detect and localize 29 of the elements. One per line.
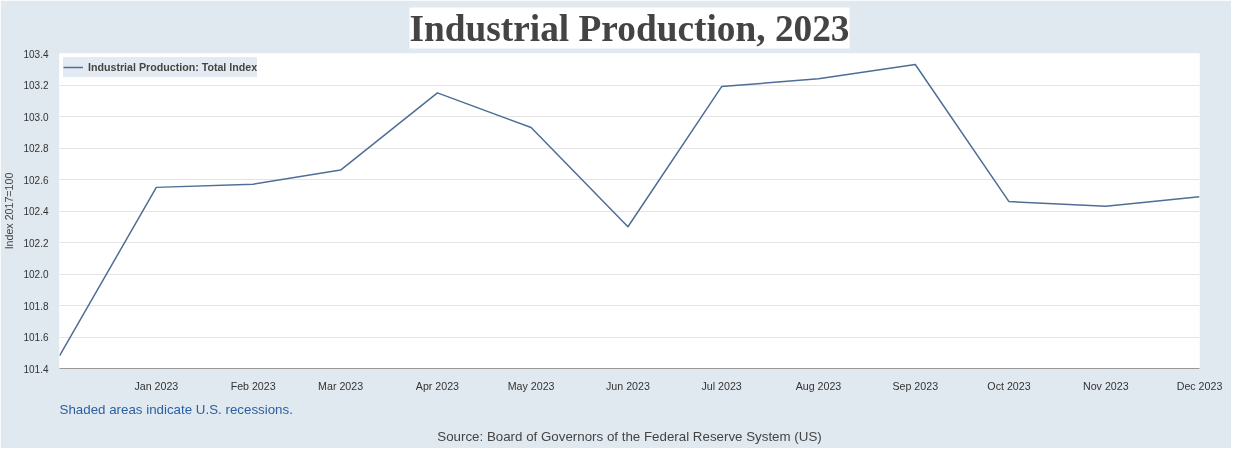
y-tick-label: 102.8 <box>23 143 49 154</box>
x-tick-label: Nov 2023 <box>1082 379 1129 392</box>
x-tick-label: Jan 2023 <box>134 379 179 392</box>
x-tick-label: Feb 2023 <box>230 379 276 392</box>
x-tick-label: Aug 2023 <box>795 379 842 392</box>
source-note: Source: Board of Governors of the Federal Reserve System (US) <box>437 428 822 444</box>
y-tick-label: 103.4 <box>23 48 49 60</box>
y-tick-label: 101.6 <box>23 332 49 343</box>
x-tick-label: Oct 2023 <box>987 379 1031 392</box>
x-tick-label: Jun 2023 <box>606 379 650 392</box>
x-tick-label: Sep 2023 <box>892 379 939 392</box>
y-tick-label: 101.8 <box>23 300 49 312</box>
text: Shaded areas indicate U.S. recessions. <box>59 401 293 417</box>
y-tick-label: 102.6 <box>23 174 49 186</box>
x-tick-label: Apr 2023 <box>415 379 460 392</box>
legend-label: Industrial Production: Total Index <box>88 61 258 73</box>
x-tick-label: Dec 2023 <box>1176 379 1223 392</box>
y-tick-label: 103.0 <box>23 111 49 123</box>
y-tick-label: 102.0 <box>23 269 49 280</box>
chart-title: Industrial Production, 2023 <box>409 7 850 49</box>
y-tick-label: 102.4 <box>23 206 49 217</box>
x-tick-label: Mar 2023 <box>318 379 364 392</box>
y-tick-label: 102.2 <box>23 237 49 249</box>
line-series <box>59 63 1200 357</box>
y-axis-title: Index 2017=100 <box>3 172 16 250</box>
x-tick-label: May 2023 <box>507 379 555 392</box>
x-tick-label: Jul 2023 <box>701 379 742 392</box>
y-tick-label: 101.4 <box>23 363 49 375</box>
y-tick-label: 103.2 <box>23 80 49 91</box>
